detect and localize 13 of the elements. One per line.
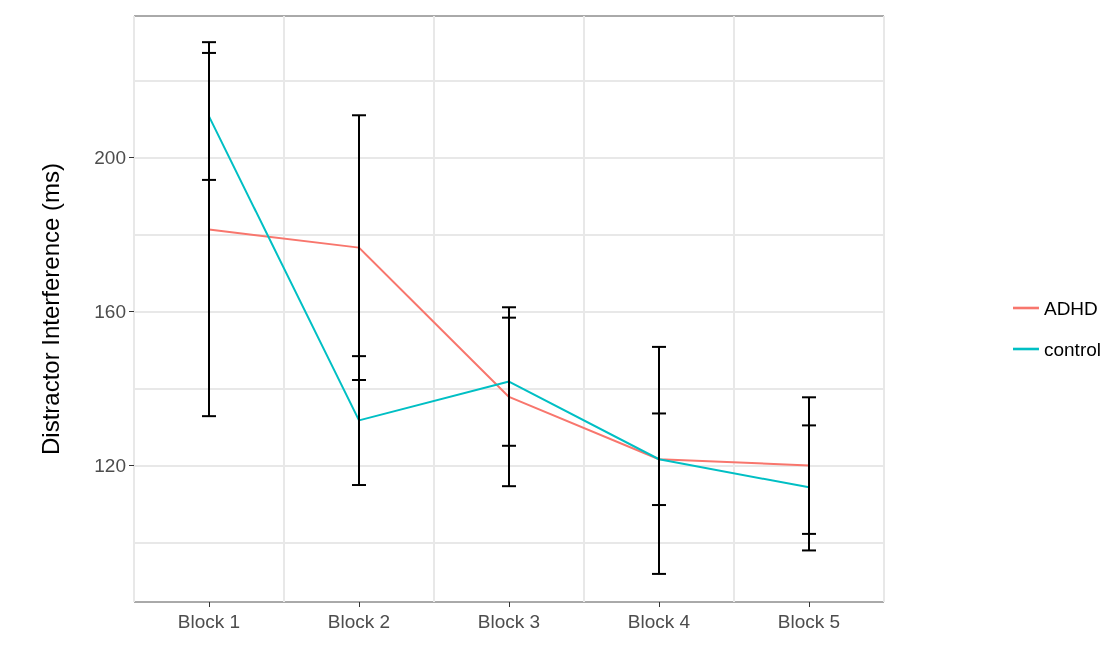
x-tick-label: Block 4 [627,611,691,632]
x-tick-label: Block 3 [477,611,541,632]
x-tick-label: Block 1 [177,611,241,632]
y-tick-label: 200 [94,147,126,169]
y-tick-label: 160 [94,301,126,322]
x-tick-label: Block 5 [777,611,841,632]
x-tick-label: Block 2 [327,611,391,632]
legend-label: control [1043,338,1101,360]
line-series [208,115,810,489]
line-series [208,228,810,467]
y-tick-label: 120 [94,454,126,476]
legend-label: ADHD [1043,297,1098,319]
y-axis-title: Distractor Interference (ms) [36,162,64,456]
